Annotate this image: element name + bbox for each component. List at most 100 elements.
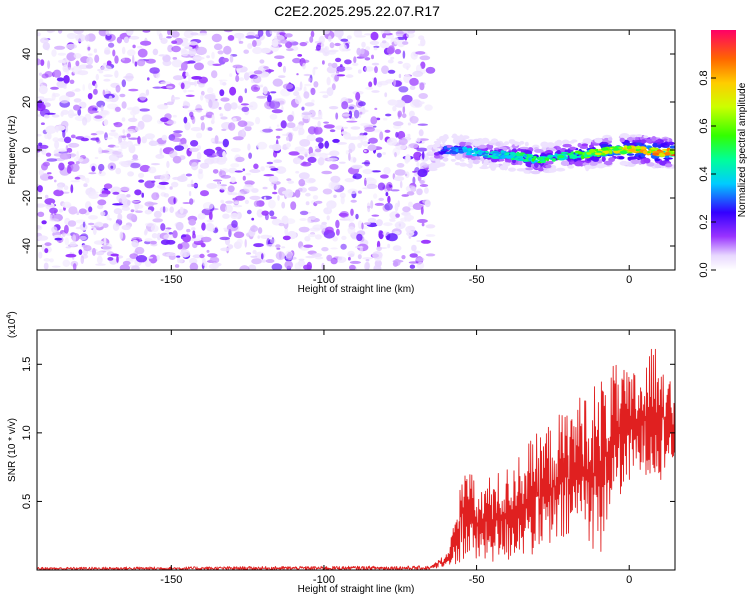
noise-cell <box>358 101 366 107</box>
noise-cell <box>88 53 93 56</box>
ridge-core-cell <box>569 154 578 159</box>
ridge-cell <box>459 159 465 162</box>
noise-cell <box>417 168 428 178</box>
noise-cell <box>294 189 301 198</box>
noise-cell <box>227 244 234 250</box>
ridge-core-cell <box>628 148 636 152</box>
noise-cell <box>199 162 210 169</box>
ridge-core-cell <box>501 152 506 155</box>
noise-cell <box>420 239 431 244</box>
noise-cell <box>181 41 190 47</box>
noise-cell <box>374 66 378 74</box>
noise-cell <box>46 158 58 162</box>
noise-cell <box>202 202 214 210</box>
colorbar-scale <box>711 30 736 270</box>
noise-cell <box>344 216 350 220</box>
noise-cell <box>51 265 61 268</box>
noise-cell <box>310 30 315 38</box>
ridge-core-cell <box>552 154 557 157</box>
noise-cell <box>51 49 57 57</box>
noise-cell <box>396 39 406 48</box>
noise-cell <box>171 137 183 142</box>
noise-cell <box>276 135 281 139</box>
noise-cell <box>307 126 317 135</box>
noise-cell <box>115 85 121 93</box>
noise-cell <box>148 166 157 174</box>
noise-cell <box>152 48 159 56</box>
ridge-cell <box>479 166 490 170</box>
noise-cell <box>126 133 131 138</box>
noise-cell <box>122 129 126 134</box>
noise-cell <box>420 206 424 215</box>
noise-cell <box>66 166 72 174</box>
noise-cell <box>401 255 406 260</box>
noise-cell <box>390 56 395 60</box>
noise-cell <box>84 34 90 42</box>
noise-cell <box>329 129 336 133</box>
noise-cell <box>248 264 257 270</box>
noise-cell <box>129 162 141 169</box>
noise-cell <box>164 228 170 233</box>
noise-cell <box>103 78 111 82</box>
noise-cell <box>66 147 73 153</box>
noise-cell <box>184 46 193 50</box>
noise-cell <box>408 201 413 208</box>
noise-cell <box>58 95 70 104</box>
noise-cell <box>360 122 370 127</box>
noise-cell <box>269 30 273 35</box>
noise-cell <box>334 74 339 82</box>
noise-cell <box>132 106 140 115</box>
ridge-core-cell <box>528 157 532 161</box>
noise-cell <box>76 211 80 215</box>
x-tick-label: -50 <box>469 574 485 586</box>
noise-cell <box>312 67 316 76</box>
noise-cell <box>230 163 240 168</box>
noise-cell <box>172 75 184 81</box>
noise-cell <box>402 206 411 213</box>
noise-cell <box>252 40 257 47</box>
y-tick-label: -20 <box>21 190 33 206</box>
noise-cell <box>61 201 72 209</box>
ridge-cell <box>499 158 505 162</box>
noise-cell <box>382 33 386 39</box>
noise-cell <box>95 263 106 266</box>
ridge-cell <box>545 164 552 169</box>
noise-cell <box>305 192 311 197</box>
noise-cell <box>65 91 76 98</box>
noise-cell <box>151 233 158 239</box>
noise-cell <box>237 120 248 127</box>
noise-cell <box>215 146 222 151</box>
noise-cell <box>247 143 251 151</box>
noise-cell <box>133 143 141 146</box>
noise-cell <box>178 143 182 146</box>
noise-cell <box>331 83 336 91</box>
noise-cell <box>281 201 286 209</box>
noise-cell <box>49 258 54 263</box>
noise-cell <box>37 32 41 37</box>
snr-series-line <box>37 348 675 570</box>
noise-cell <box>100 65 112 72</box>
ridge-cell <box>555 167 566 172</box>
noise-cell <box>401 94 413 104</box>
noise-cell <box>252 75 262 84</box>
ridge-cell <box>631 159 640 165</box>
noise-cell <box>44 112 56 115</box>
noise-cell <box>220 116 228 120</box>
noise-cell <box>357 254 362 260</box>
noise-cell <box>424 187 429 194</box>
ridge-cell <box>660 143 668 146</box>
noise-cell <box>65 246 72 249</box>
noise-cell <box>419 82 425 91</box>
noise-cell <box>415 257 425 262</box>
noise-cell <box>303 264 312 270</box>
noise-cell <box>235 74 240 83</box>
noise-cell <box>248 101 258 111</box>
noise-cell <box>357 220 363 229</box>
noise-cell <box>92 227 97 235</box>
ridge-core-cell <box>447 147 451 150</box>
noise-cell <box>102 242 113 252</box>
ridge-core-cell <box>640 147 647 150</box>
noise-cell <box>198 32 208 36</box>
noise-cell <box>47 172 52 175</box>
noise-cell <box>167 44 174 53</box>
